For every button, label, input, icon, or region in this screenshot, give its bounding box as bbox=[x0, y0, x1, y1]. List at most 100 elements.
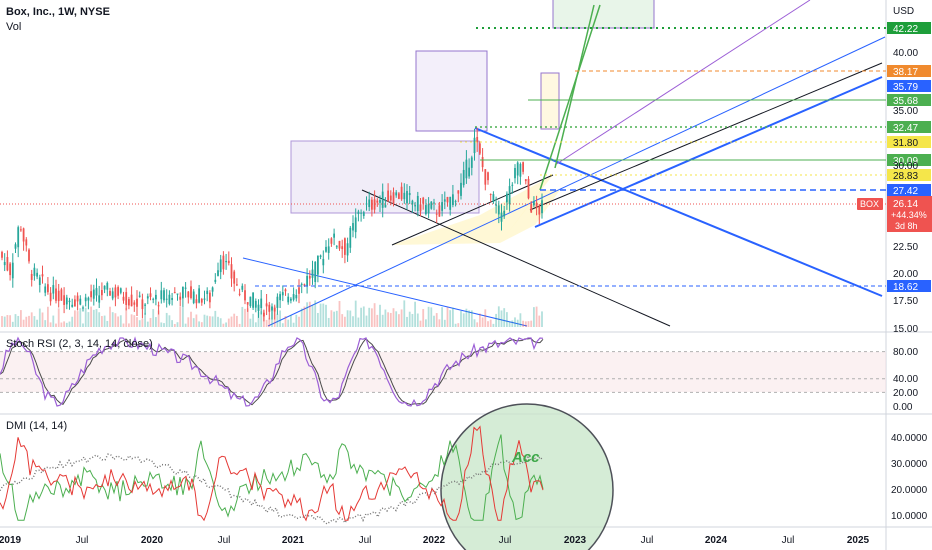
volume-bar bbox=[168, 315, 171, 327]
candle-body bbox=[22, 228, 25, 242]
candle-body bbox=[117, 287, 119, 296]
candle-body bbox=[344, 238, 346, 255]
candle-body bbox=[295, 295, 298, 299]
volume-bar bbox=[327, 317, 330, 327]
time-tick: 2022 bbox=[423, 535, 446, 546]
candle-body bbox=[179, 296, 182, 300]
candle-body bbox=[419, 204, 422, 212]
volume-bar bbox=[184, 323, 187, 327]
candle-body bbox=[465, 159, 468, 179]
candles-layer bbox=[1, 127, 543, 322]
volume-bar bbox=[292, 322, 295, 327]
price-level-badge bbox=[887, 80, 931, 92]
dmi-plus-line bbox=[0, 434, 544, 521]
price-level-badge bbox=[887, 22, 931, 34]
candle-body bbox=[460, 182, 462, 196]
volume-bar bbox=[489, 319, 492, 327]
volume-bar bbox=[519, 313, 522, 327]
dmi-tick: 10.0000 bbox=[891, 511, 928, 522]
candle-body bbox=[273, 307, 276, 312]
volume-bar bbox=[541, 311, 543, 327]
volume-bar bbox=[47, 306, 49, 327]
rsi-layer bbox=[0, 336, 886, 407]
candle-body bbox=[265, 303, 268, 307]
volume-bar bbox=[398, 314, 400, 327]
last-price-countdown: 3d 8h bbox=[895, 221, 918, 231]
volume-bar bbox=[190, 311, 192, 327]
volume-bar bbox=[406, 316, 408, 327]
candle-body bbox=[163, 290, 165, 301]
volume-bar bbox=[252, 313, 254, 327]
volume-label: Vol bbox=[6, 21, 21, 33]
candle-body bbox=[122, 296, 125, 301]
volume-bar bbox=[317, 312, 319, 327]
time-axis-ticks: 2019 Jul 2020 Jul 2021 Jul 2022 Jul 2023 Jul 2024 J… bbox=[0, 535, 870, 546]
candle-body bbox=[47, 284, 49, 293]
volume-bar bbox=[238, 323, 241, 327]
candle-body bbox=[281, 292, 284, 296]
candle-body bbox=[481, 157, 484, 168]
volume-bar bbox=[219, 318, 222, 327]
candle-body bbox=[71, 304, 74, 307]
candle-body bbox=[368, 199, 371, 208]
candle-body bbox=[333, 233, 335, 238]
price-tick: 17.50 bbox=[893, 296, 918, 307]
acc-annotation: Acc bbox=[511, 449, 540, 466]
volume-bar bbox=[268, 317, 271, 327]
candle-body bbox=[495, 204, 497, 206]
candle-body bbox=[82, 307, 84, 309]
candle-body bbox=[168, 294, 171, 304]
trend-line bbox=[474, 127, 883, 297]
volume-bar bbox=[438, 319, 441, 327]
volume-bar bbox=[128, 323, 130, 327]
candle-body bbox=[238, 293, 241, 295]
candle-body bbox=[60, 289, 63, 301]
volume-bar bbox=[92, 309, 95, 327]
volume-bar bbox=[25, 316, 28, 327]
candle-body bbox=[519, 164, 522, 177]
time-tick: Jul bbox=[499, 535, 512, 546]
volume-bar bbox=[6, 315, 9, 327]
candle-body bbox=[136, 298, 138, 307]
candle-body bbox=[217, 270, 219, 276]
volume-bar bbox=[341, 314, 344, 327]
candle-body bbox=[157, 305, 160, 307]
candle-body bbox=[241, 285, 244, 290]
candle-body bbox=[325, 246, 327, 252]
candle-body bbox=[114, 287, 117, 298]
volume-bar bbox=[157, 310, 160, 327]
candle-body bbox=[173, 291, 176, 293]
candle-body bbox=[1, 251, 3, 258]
volume-bar bbox=[479, 313, 481, 327]
candle-body bbox=[327, 246, 330, 253]
volume-bar bbox=[211, 316, 214, 327]
volume-bar bbox=[400, 309, 403, 327]
volume-bar bbox=[349, 310, 352, 327]
price-level-label: 31.80 bbox=[893, 138, 918, 149]
price-level-label: 35.79 bbox=[893, 82, 918, 93]
volume-bar bbox=[457, 323, 460, 327]
volume-bar bbox=[179, 306, 182, 327]
price-level-badge bbox=[887, 280, 931, 292]
candle-body bbox=[171, 298, 173, 300]
candle-body bbox=[9, 263, 11, 276]
volume-bar bbox=[381, 314, 384, 327]
dmi-tick: 20.0000 bbox=[891, 485, 928, 496]
candle-body bbox=[533, 201, 535, 206]
volume-bar bbox=[163, 323, 165, 327]
rsi-k-line bbox=[0, 336, 544, 407]
trend-line bbox=[554, 4, 595, 169]
candle-body bbox=[373, 199, 376, 210]
candle-body bbox=[219, 259, 222, 273]
candle-body bbox=[454, 201, 457, 203]
volume-bar bbox=[192, 318, 195, 327]
volume-bar bbox=[114, 313, 117, 327]
volume-bar bbox=[325, 304, 327, 327]
volume-bar bbox=[484, 309, 487, 327]
candle-body bbox=[276, 296, 279, 308]
candle-body bbox=[349, 227, 352, 248]
candle-body bbox=[184, 287, 187, 289]
volume-bar bbox=[535, 306, 538, 327]
volume-bar bbox=[527, 321, 530, 327]
